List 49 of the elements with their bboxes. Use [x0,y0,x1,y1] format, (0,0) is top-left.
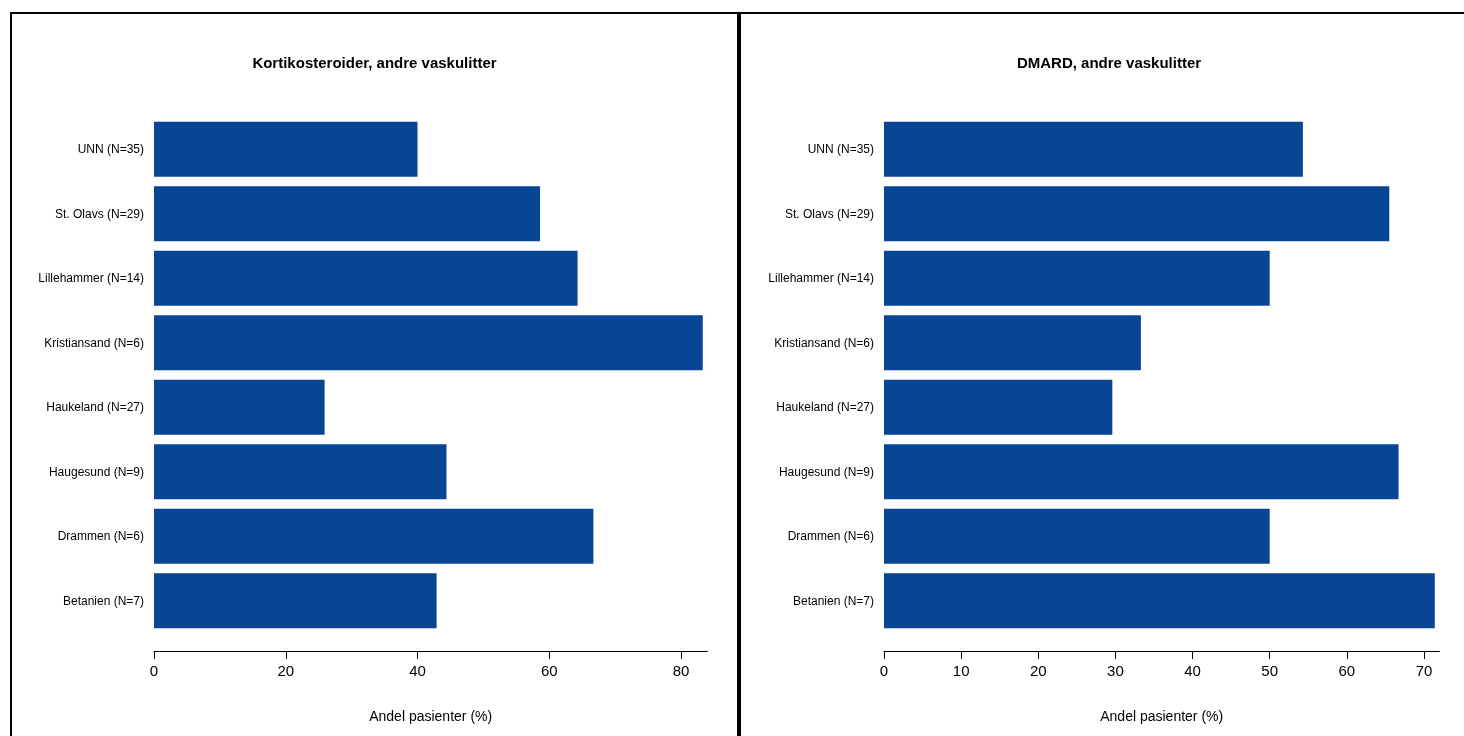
bar [154,250,578,306]
bar [154,379,325,435]
x-axis-title: Andel pasienter (%) [1100,708,1224,724]
bar [884,444,1399,500]
x-tick-label: 70 [1415,662,1433,679]
x-axis-title: Andel pasienter (%) [369,708,493,724]
bar [884,379,1113,435]
x-tick-label: 50 [1261,662,1279,679]
y-tick-label: Drammen (N=6) [787,529,874,544]
x-tick-label: 0 [879,662,889,679]
bar [884,121,1303,177]
bar [884,250,1270,306]
x-tick-label: 20 [1029,662,1047,679]
x-tick-label: 60 [540,662,558,679]
y-tick-label: Drammen (N=6) [57,529,144,544]
bar [154,508,594,564]
bar [884,315,1141,371]
bar [154,186,541,242]
y-tick-label: Haugesund (N=9) [778,464,874,479]
y-tick-label: Lillehammer (N=14) [38,271,144,286]
y-tick-label: UNN (N=35) [807,142,874,157]
x-tick-label: 40 [409,662,426,679]
x-tick-label: 10 [952,662,970,679]
y-tick-label: UNN (N=35) [77,142,144,157]
bar [884,186,1390,242]
x-tick-label: 40 [1184,662,1201,679]
x-tick-label: 60 [1338,662,1356,679]
y-tick-label: Haukeland (N=27) [46,400,144,415]
bar [884,573,1435,629]
y-tick-label: St. Olavs (N=29) [54,206,144,221]
bar [154,573,437,629]
y-tick-label: Betanien (N=7) [62,593,144,608]
y-tick-label: Haugesund (N=9) [48,464,144,479]
x-tick-label: 80 [672,662,690,679]
y-tick-label: Haukeland (N=27) [776,400,874,415]
x-tick-label: 0 [149,662,159,679]
y-tick-label: Lillehammer (N=14) [768,271,874,286]
y-tick-label: Kristiansand (N=6) [774,335,874,350]
bar [154,444,447,500]
y-tick-label: Betanien (N=7) [792,593,874,608]
chart-title: DMARD, andre vaskulitter [1016,54,1202,71]
y-tick-label: Kristiansand (N=6) [44,335,144,350]
x-tick-label: 30 [1107,662,1124,679]
chart-title: Kortikosteroider, andre vaskulitter [252,54,497,71]
bar [154,315,703,371]
bar [154,121,418,177]
y-tick-label: St. Olavs (N=29) [784,206,874,221]
bar [884,508,1270,564]
x-tick-label: 20 [277,662,295,679]
